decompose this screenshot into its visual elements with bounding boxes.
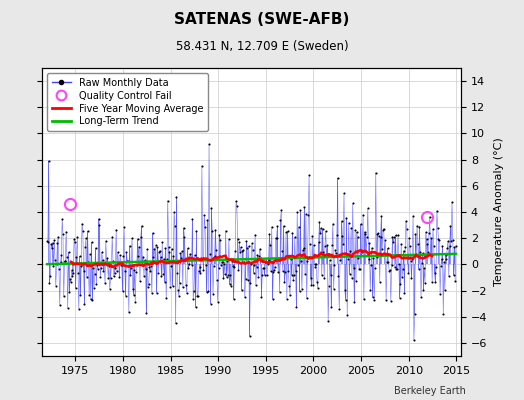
Text: SATENAS (SWE-AFB): SATENAS (SWE-AFB) — [174, 12, 350, 27]
Y-axis label: Temperature Anomaly (°C): Temperature Anomaly (°C) — [494, 138, 504, 286]
Text: Berkeley Earth: Berkeley Earth — [395, 386, 466, 396]
Text: 58.431 N, 12.709 E (Sweden): 58.431 N, 12.709 E (Sweden) — [176, 40, 348, 53]
Legend: Raw Monthly Data, Quality Control Fail, Five Year Moving Average, Long-Term Tren: Raw Monthly Data, Quality Control Fail, … — [47, 73, 208, 131]
